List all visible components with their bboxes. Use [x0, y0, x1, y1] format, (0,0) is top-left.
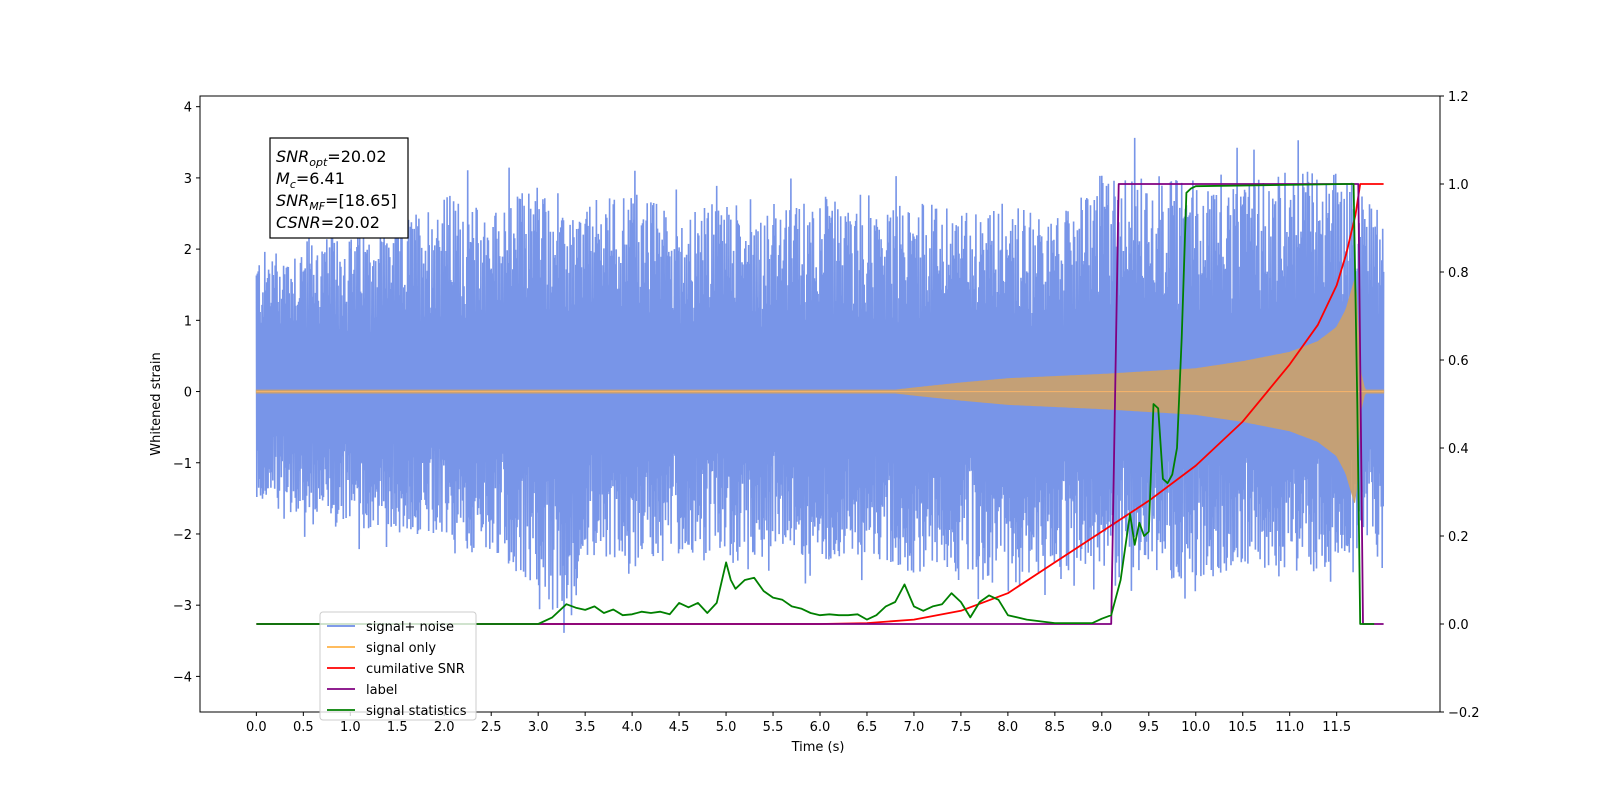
annotation-frame — [269, 137, 409, 239]
y-right-tick-label: 0.0 — [1448, 618, 1469, 633]
x-tick-label: 10.5 — [1228, 720, 1257, 735]
series-line — [256, 183, 1375, 625]
x-tick-label: 6.5 — [857, 720, 878, 735]
x-tick-label: 2.0 — [434, 720, 455, 735]
y-right-tick-label: −0.2 — [1448, 706, 1480, 721]
x-tick-label: 9.5 — [1138, 720, 1159, 735]
legend-label: signal+ noise — [366, 620, 454, 635]
y-left-tick-label: 0 — [184, 386, 192, 401]
y-left-axis-ticks: −4 −3 −2 −1 0 1 2 3 4 — [173, 101, 200, 685]
x-tick-label: 0.5 — [293, 720, 314, 735]
legend-label: signal only — [366, 641, 436, 656]
y-right-tick-label: 1.0 — [1448, 178, 1469, 193]
x-tick-label: 3.0 — [528, 720, 549, 735]
y-right-tick-label: 0.6 — [1448, 354, 1469, 369]
x-tick-label: 7.5 — [951, 720, 972, 735]
x-tick-label: 4.5 — [669, 720, 690, 735]
x-tick-label: 4.0 — [622, 720, 643, 735]
x-tick-label: 1.0 — [340, 720, 361, 735]
y-left-tick-label: −2 — [173, 528, 192, 543]
series-line — [256, 183, 1384, 625]
x-tick-label: 1.5 — [387, 720, 408, 735]
x-tick-label: 9.0 — [1091, 720, 1112, 735]
x-tick-label: 0.0 — [246, 720, 267, 735]
y-right-tick-label: 1.2 — [1448, 90, 1469, 105]
annotation-box: SNRopt=20.02Mc=6.41SNRMF=[18.65]CSNR=20.… — [269, 137, 409, 239]
x-tick-label: 11.0 — [1275, 720, 1304, 735]
legend-label: signal statistics — [366, 704, 467, 719]
noise-trace — [255, 137, 1385, 633]
x-tick-label: 5.5 — [763, 720, 784, 735]
series-cumilative-snr — [256, 183, 1384, 625]
x-tick-label: 5.0 — [716, 720, 737, 735]
y-left-tick-label: 4 — [184, 101, 192, 116]
legend-label: label — [366, 683, 397, 698]
annotation-line: Mc=6.41 — [276, 169, 345, 191]
y-left-tick-label: −1 — [173, 457, 192, 472]
y-left-tick-label: −4 — [173, 670, 192, 685]
x-tick-label: 11.5 — [1322, 720, 1351, 735]
x-tick-label: 7.0 — [904, 720, 925, 735]
annotation-line: SNRopt=20.02 — [276, 147, 387, 169]
legend: signal+ noise signal only cumilative SNR la… — [319, 611, 477, 721]
x-axis-ticks: 0.0 0.5 1.0 1.5 2.0 2.5 3.0 3.5 4.0 4.5 5.0 5.5 6.0 6… — [246, 712, 1351, 735]
y-left-tick-label: −3 — [173, 599, 192, 614]
series-signal-only — [255, 280, 1385, 503]
y-left-tick-label: 1 — [184, 314, 192, 329]
x-tick-label: 3.5 — [575, 720, 596, 735]
annotation-line: SNRMF=[18.65] — [276, 191, 397, 213]
y-right-tick-label: 0.8 — [1448, 266, 1469, 281]
y-left-axis-label: Whitened strain — [149, 352, 164, 455]
x-tick-label: 8.0 — [998, 720, 1019, 735]
x-tick-label: 2.5 — [481, 720, 502, 735]
annotation-line: CSNR=20.02 — [276, 213, 380, 232]
x-tick-label: 6.0 — [810, 720, 831, 735]
x-axis-label: Time (s) — [791, 740, 845, 755]
y-right-tick-label: 0.4 — [1448, 442, 1469, 457]
legend-frame — [319, 611, 477, 721]
series-signal-noise — [255, 137, 1385, 633]
y-left-tick-label: 3 — [184, 172, 192, 187]
y-right-axis-ticks: −0.2 0.0 0.2 0.4 0.6 0.8 1.0 1.2 — [1440, 90, 1480, 721]
y-right-tick-label: 0.2 — [1448, 530, 1469, 545]
series-signal-statistics — [256, 183, 1375, 625]
x-tick-label: 10.0 — [1181, 720, 1210, 735]
x-tick-label: 8.5 — [1045, 720, 1066, 735]
series-layer — [255, 137, 1385, 633]
legend-label: cumilative SNR — [366, 662, 465, 677]
y-left-tick-label: 2 — [184, 243, 192, 258]
